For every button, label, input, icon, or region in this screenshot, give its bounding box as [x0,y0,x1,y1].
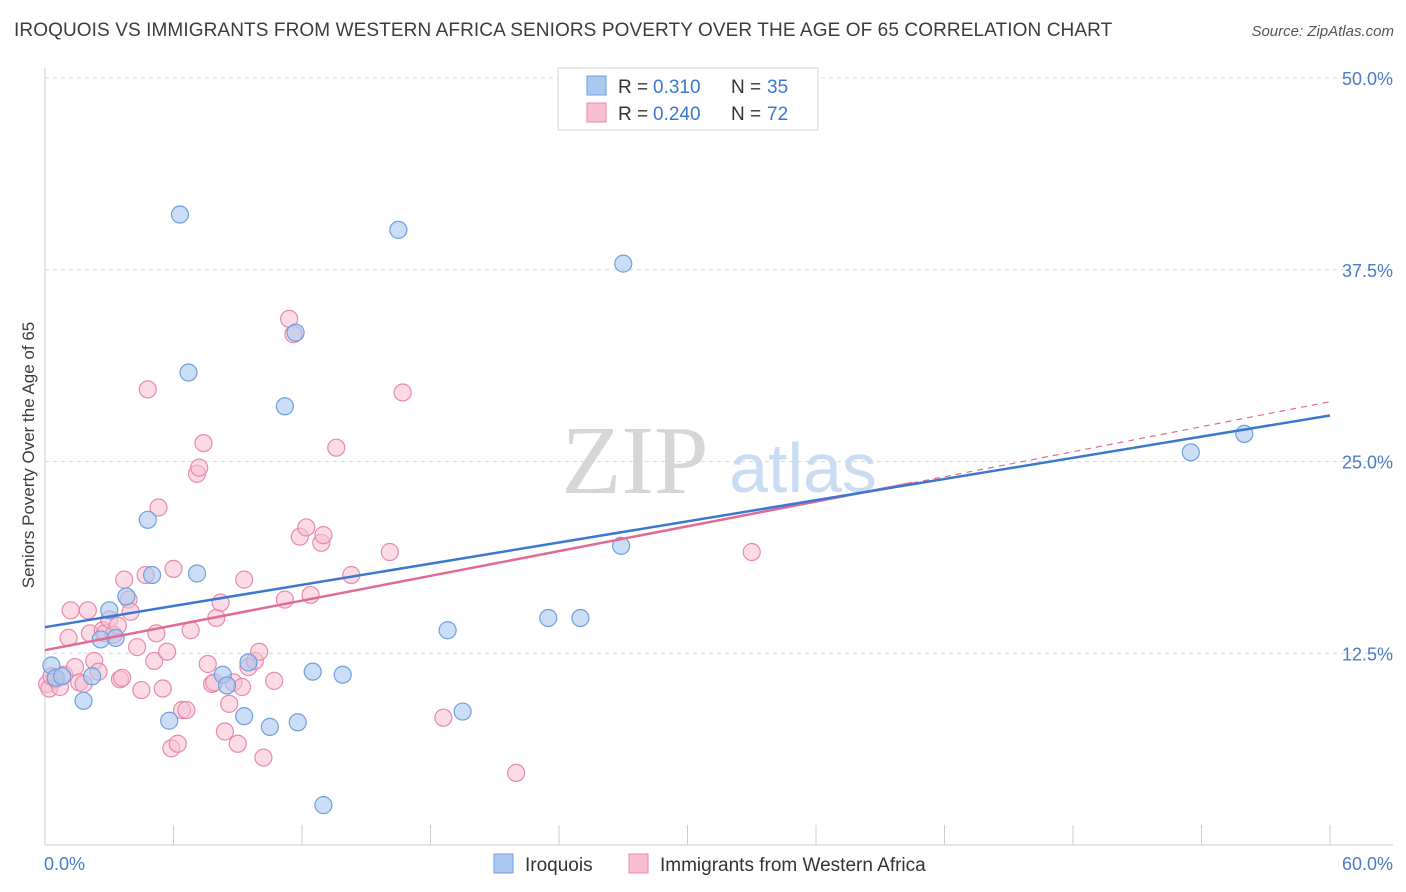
y-tick-label-3: 50.0% [1342,69,1393,89]
x-tick-label-1: 60.0% [1342,854,1393,874]
series-iroquois-points [42,205,1254,815]
legend-top: R = 0.310 N = 35 R = 0.240 N = 72 [557,67,819,131]
western-africa-point [61,601,80,620]
western-africa-trend-line [44,481,913,652]
iroquois-point [438,621,457,640]
western-africa-point [153,679,172,698]
y-tick-label-1: 25.0% [1342,453,1393,473]
y-axis-label: Seniors Poverty Over the Age of 65 [19,322,38,588]
western-africa-point [115,570,134,589]
legend-bottom-iroquois-swatch [493,853,514,874]
western-africa-point [297,518,316,537]
western-africa-point [220,694,239,713]
iroquois-point [53,667,72,686]
y-tick-label-2: 37.5% [1342,261,1393,281]
iroquois-point [614,254,633,273]
iroquois-point [314,796,333,815]
western-africa-point [393,383,412,402]
legend-waf-r-value: 0.240 [653,104,701,125]
legend-bottom-waf-label: Immigrants from Western Africa [660,855,926,876]
iroquois-point [612,536,631,555]
legend-iroquois-n-label: N = [731,77,761,98]
western-africa-point [177,700,196,720]
western-africa-point [228,734,247,753]
iroquois-point [160,711,179,730]
iroquois-point [117,587,136,606]
iroquois-point [179,363,198,382]
iroquois-point [286,323,305,342]
series-western-africa-points [38,309,761,783]
western-africa-point [215,722,234,741]
western-africa-point [149,498,168,517]
watermark-zip: ZIP [562,407,709,515]
iroquois-point [260,717,279,736]
iroquois-trend-line [44,414,1331,629]
iroquois-point [100,601,119,620]
western-africa-point [112,668,132,687]
iroquois-point [275,397,294,416]
iroquois-point [187,564,207,583]
western-africa-point [265,671,284,690]
iroquois-point [571,608,590,628]
legend-iroquois-r-label: R = [618,77,648,98]
western-africa-point [742,542,761,562]
iroquois-point [1181,443,1200,462]
western-africa-point [190,458,209,477]
iroquois-point [453,702,472,721]
legend-waf-n-label: N = [731,104,761,125]
western-africa-point [164,559,183,578]
iroquois-point [138,510,157,529]
western-africa-point [235,570,254,589]
iroquois-point [235,707,254,726]
iroquois-point [217,676,237,695]
western-africa-point [138,380,157,399]
iroquois-point [288,713,307,732]
western-africa-point [157,642,177,661]
legend-waf-swatch [586,102,607,123]
western-africa-point [194,433,213,453]
iroquois-point [83,667,102,686]
legend-waf-n-value: 72 [767,104,788,125]
western-africa-point [198,654,217,674]
legend-bottom-waf-swatch [628,853,649,874]
western-africa-point [254,748,273,767]
legend-iroquois-n-value: 35 [767,77,788,98]
iroquois-point [303,662,322,681]
western-africa-point [314,526,333,545]
western-africa-point [132,680,151,700]
iroquois-point [539,608,558,628]
legend-bottom-iroquois-label: Iroquois [525,855,593,876]
legend-bottom: Iroquois Immigrants from Western Africa [493,853,926,876]
legend-iroquois-r-value: 0.310 [653,77,701,98]
iroquois-point [333,665,352,684]
axes [44,68,1393,846]
iroquois-point [389,220,408,239]
western-africa-point [78,601,97,620]
western-africa-point [168,734,187,753]
y-tick-label-0: 12.5% [1342,644,1393,664]
western-africa-point [434,708,453,727]
western-africa-point [507,763,526,783]
western-africa-trend-dashed [912,401,1331,484]
iroquois-point [170,205,190,224]
trend-lines [44,401,1331,652]
western-africa-point [232,677,252,697]
iroquois-point [142,565,162,585]
y-tick-labels: 12.5% 25.0% 37.5% 50.0% [1342,69,1393,664]
iroquois-point [74,691,93,710]
western-africa-point [380,542,399,562]
western-africa-point [145,651,164,671]
legend-iroquois-swatch [586,75,607,96]
western-africa-point [250,642,269,661]
x-tick-labels: 0.0% 60.0% [44,854,1393,874]
legend-waf-r-label: R = [618,104,648,125]
western-africa-point [127,638,147,657]
chart-title: IROQUOIS VS IMMIGRANTS FROM WESTERN AFRI… [14,20,1113,41]
western-africa-point [327,438,346,457]
x-tick-label-0: 0.0% [44,854,85,874]
chart-source: Source: ZipAtlas.com [1251,23,1394,40]
grid-lines [45,77,1393,654]
iroquois-point [239,653,258,672]
